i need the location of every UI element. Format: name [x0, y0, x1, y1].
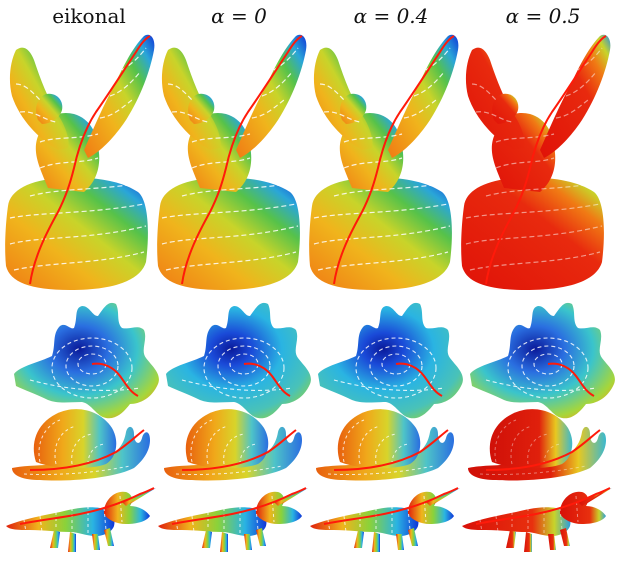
column-header-eikonal: eikonal: [52, 4, 126, 28]
render-snail-alpha-0: [164, 409, 302, 481]
render-snail-eikonal: [12, 409, 150, 481]
render-triceratops-alpha-0-5: [462, 487, 612, 552]
render-triceratops-eikonal: [6, 487, 156, 552]
render-shell-alpha-0-4: [318, 302, 463, 419]
column-header-alpha-0: α = 0: [211, 4, 267, 28]
column-header-alpha-0-5: α = 0.5: [505, 4, 581, 28]
column-header-alpha-0-4: α = 0.4: [353, 4, 429, 28]
render-snail-alpha-0-5: [468, 409, 606, 481]
render-eagle-alpha-0-5: [461, 34, 611, 290]
render-triceratops-alpha-0: [158, 487, 308, 552]
render-eagle-alpha-0-4: [309, 34, 459, 290]
render-eagle-alpha-0: [157, 34, 307, 290]
render-shell-eikonal: [14, 302, 159, 419]
render-triceratops-alpha-0-4: [310, 487, 460, 552]
render-shell-alpha-0: [166, 302, 311, 419]
render-eagle-eikonal: [5, 34, 155, 290]
render-snail-alpha-0-4: [316, 409, 454, 481]
render-shell-alpha-0-5: [470, 302, 615, 419]
